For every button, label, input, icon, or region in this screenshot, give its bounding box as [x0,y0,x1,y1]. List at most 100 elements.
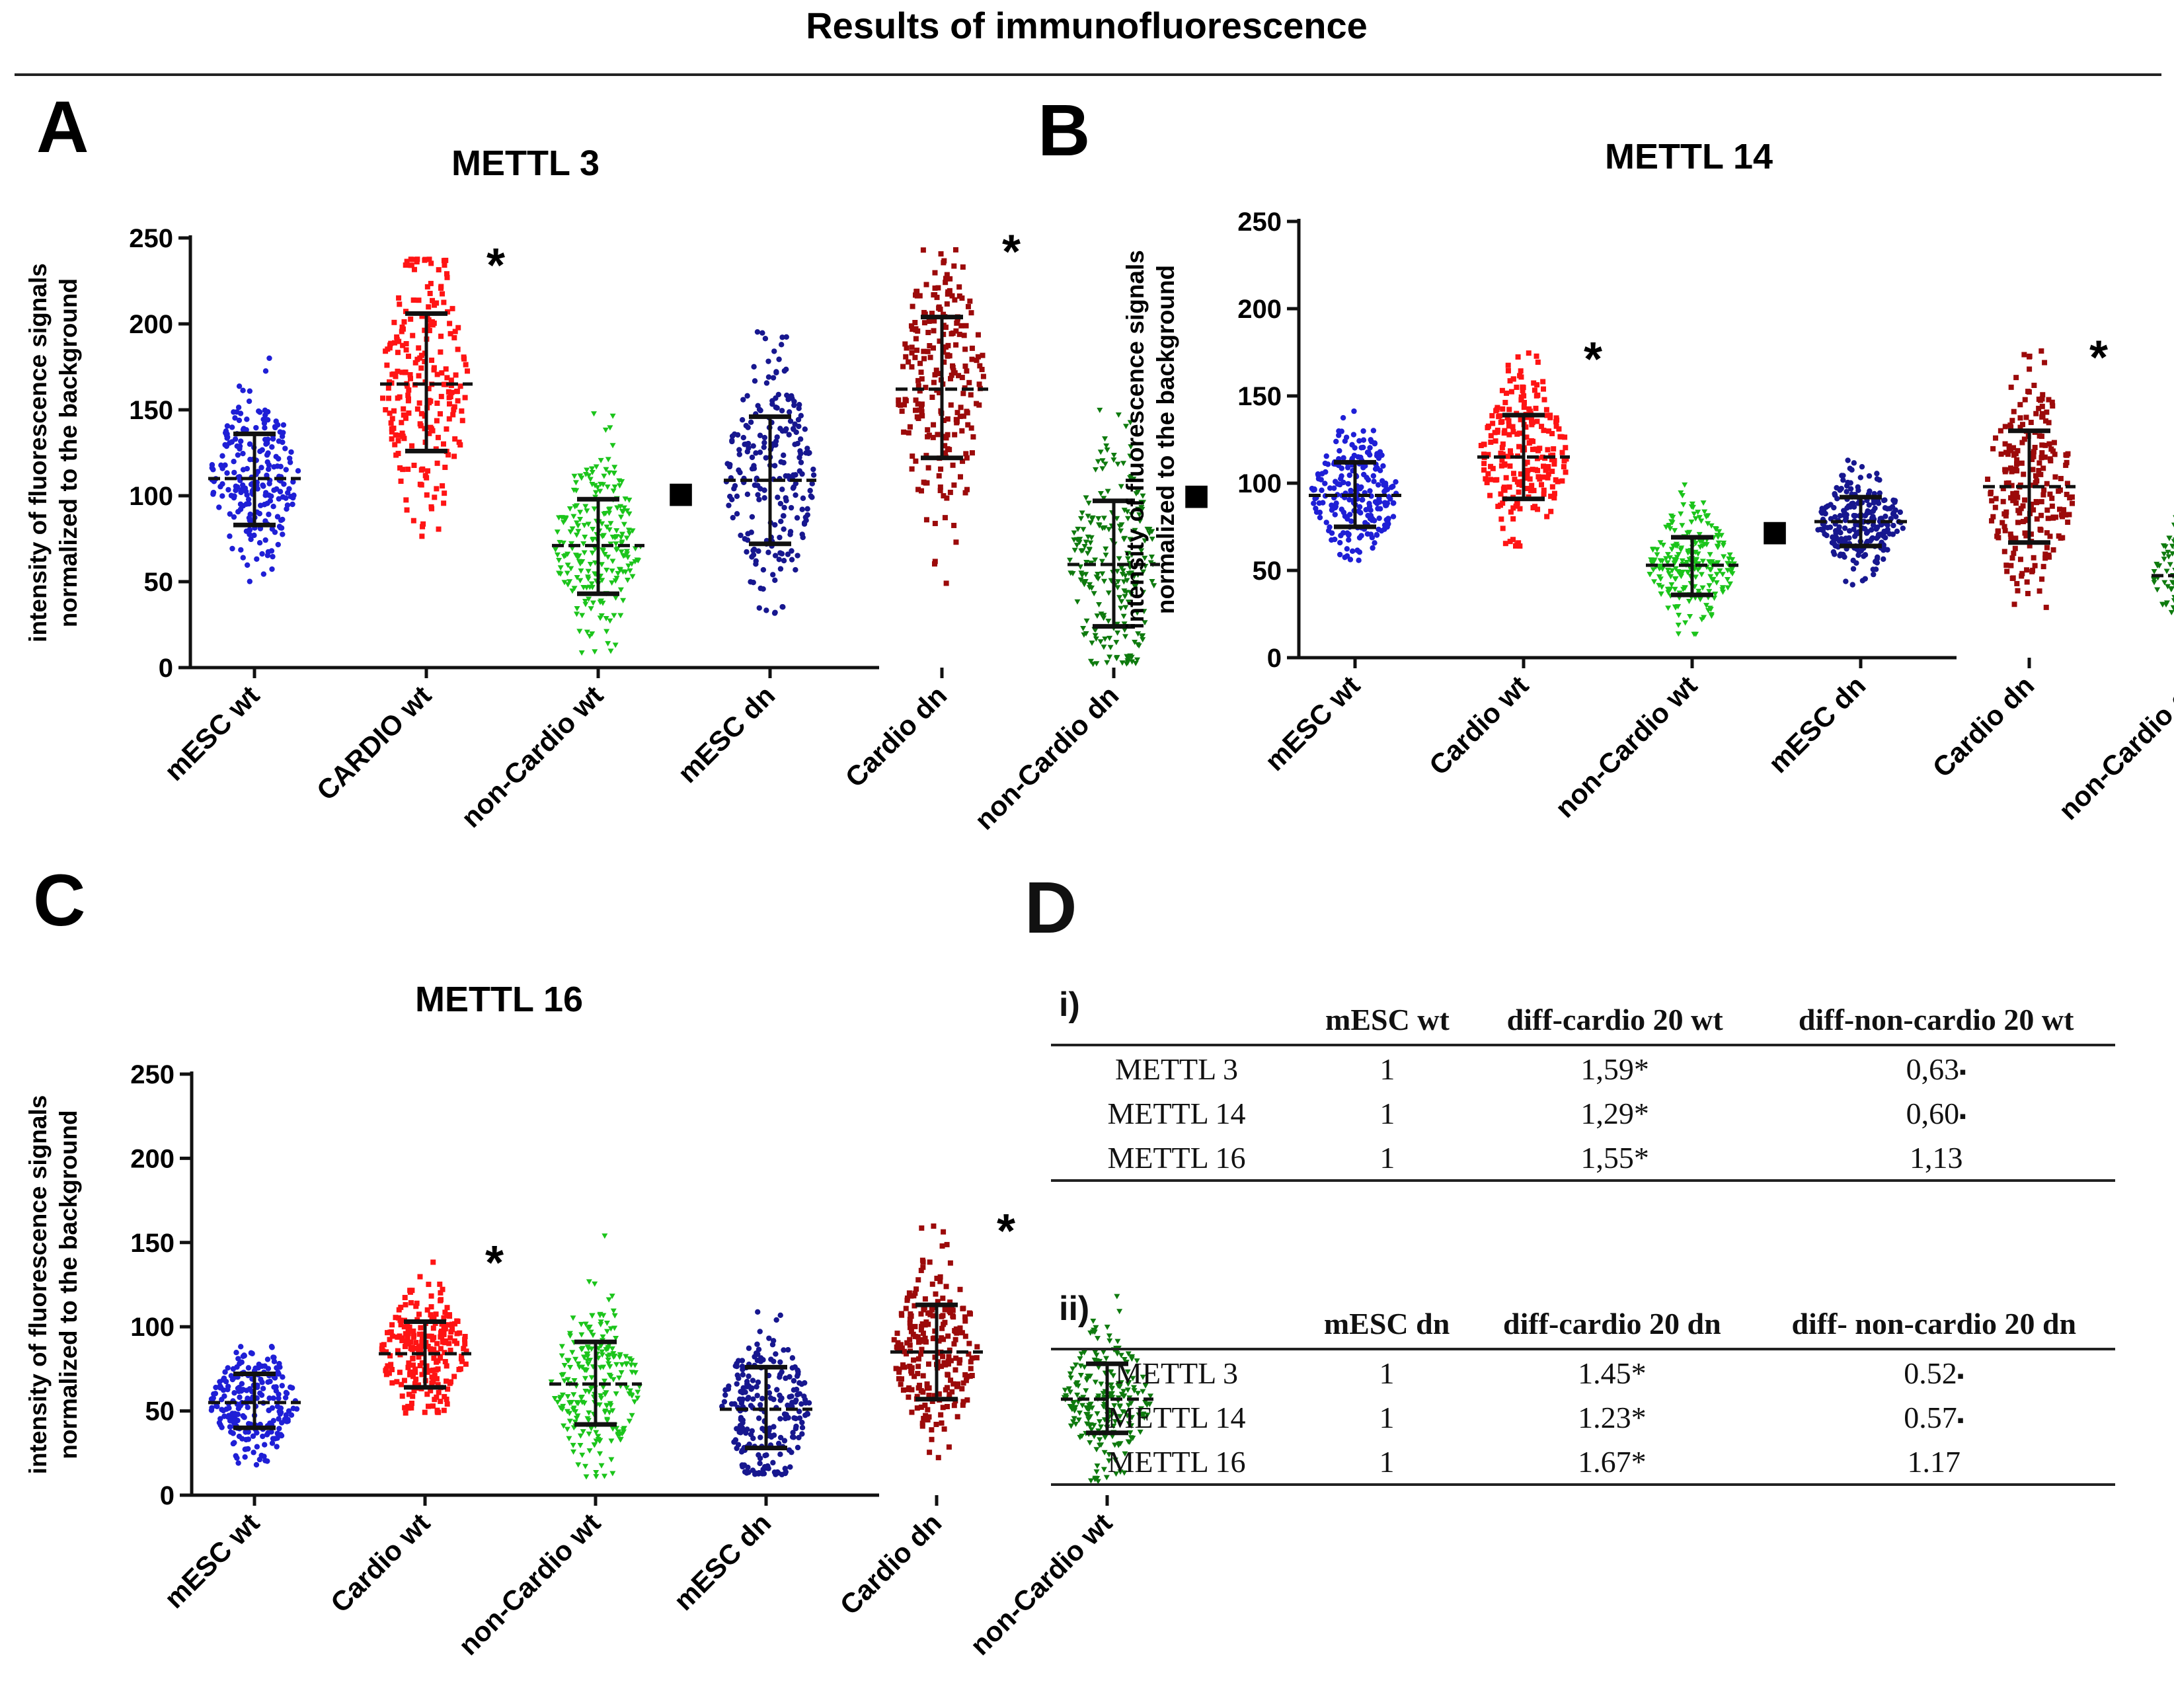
data-point [401,412,407,418]
data-point [2038,527,2044,533]
data-point [278,1405,284,1411]
data-point [769,401,775,407]
data-point [1701,509,1708,515]
data-point [1866,502,1872,508]
data-point [2049,399,2055,405]
data-point [1106,635,1113,641]
data-point [426,430,432,436]
data-point [2015,494,2021,500]
data-point [2036,467,2042,473]
data-point [605,457,611,463]
data-point [1374,531,1380,538]
significance-star: * [486,239,505,292]
data-point [219,453,225,459]
data-point [941,1337,947,1342]
data-point [561,1363,568,1369]
data-point [948,402,954,408]
data-point [604,484,611,490]
data-point [1510,429,1516,435]
data-point [2001,524,2007,529]
data-point [626,531,633,537]
data-point [1114,461,1121,467]
data-point [746,1395,752,1401]
data-point [2000,486,2006,492]
data-point [606,470,613,476]
data-point [564,1358,570,1364]
data-point [1087,1423,1093,1429]
data-point [408,316,414,322]
data-point [561,1423,567,1429]
significance-mark: ▪ [1959,1061,1966,1083]
data-point [603,629,610,635]
data-point [907,1364,913,1370]
row-noncardio: 0.57▪ [1904,1401,1964,1434]
data-point [1675,622,1682,628]
data-point [2051,440,2057,446]
data-point [253,1461,260,1468]
data-point [1358,445,1364,451]
data-point [924,1385,930,1391]
data-point [412,1381,418,1387]
data-point [931,1393,937,1399]
data-point [445,309,451,315]
row-base: 1 [1379,1097,1395,1130]
data-point [395,350,401,356]
data-point [810,466,816,473]
data-point [396,338,402,344]
data-point [1705,513,1711,519]
data-point [573,611,580,617]
data-point [923,1339,929,1345]
data-point [917,388,923,394]
data-point [772,522,778,528]
data-point [629,1413,635,1418]
data-point [1992,504,1998,510]
x-tick-label: non-Cardio wt [455,679,609,834]
data-point [438,349,444,355]
data-point [2031,383,2037,389]
data-point [410,1356,416,1362]
data-point [783,1375,789,1381]
data-point [1561,464,1567,470]
data-point [775,1440,782,1446]
data-point [947,1308,952,1314]
data-point [597,488,603,494]
data-point [1349,548,1356,555]
data-point [742,1389,748,1395]
data-point [757,407,763,414]
data-point [757,486,763,492]
y-axis-label-line: intensity of fluorescence signals [24,263,52,642]
data-point [759,1471,765,1477]
data-point [790,485,796,491]
data-point [1071,547,1078,553]
data-point [1097,490,1104,496]
data-point [247,388,253,394]
data-point [1549,430,1555,436]
data-point [405,466,411,472]
data-point [2049,503,2055,509]
data-point [438,1354,444,1360]
data-point [586,1448,593,1454]
data-point [430,1315,436,1321]
data-point [785,1402,791,1409]
data-point [405,1403,411,1409]
data-point [450,412,456,418]
data-point [607,1352,613,1358]
data-point [721,1399,728,1405]
data-point [607,425,613,431]
data-point [1481,467,1487,473]
data-point [918,1327,924,1333]
data-point [899,408,905,414]
data-point [1103,1356,1110,1362]
data-point [566,1436,572,1442]
data-point [1707,574,1714,580]
data-point [1141,609,1147,615]
data-point [608,1438,615,1444]
data-point [399,1338,405,1344]
data-point [276,524,283,529]
data-point [976,381,982,387]
data-point [603,524,610,530]
data-point [1147,1393,1153,1399]
data-point [948,1358,954,1364]
x-tick-label: mESC wt [1259,670,1366,777]
data-point [613,595,619,601]
